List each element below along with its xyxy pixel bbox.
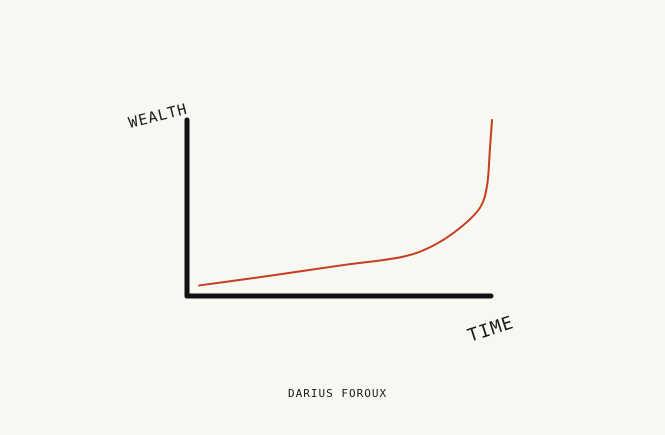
- y-axis-label: WEALTH: [127, 100, 190, 132]
- x-axis-label: TIME: [465, 312, 517, 347]
- credit-signature: DARIUS FOROUX: [288, 387, 387, 400]
- growth-curve-line: [198, 119, 493, 287]
